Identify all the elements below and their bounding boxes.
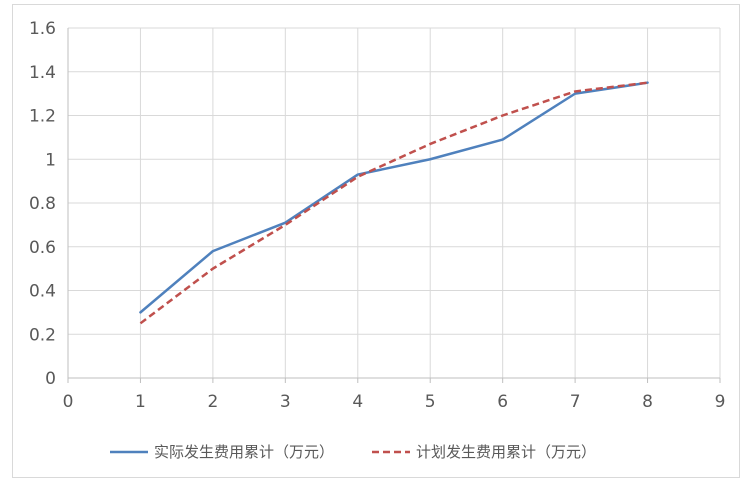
x-tick-label: 6 <box>497 392 508 412</box>
y-tick-label: 1 <box>45 150 56 170</box>
y-tick-label: 0 <box>45 369 56 389</box>
chart-frame <box>12 4 740 478</box>
legend-label-2: 计划发生费用累计（万元） <box>416 443 596 461</box>
x-tick-label: 2 <box>207 392 218 412</box>
x-tick-label: 4 <box>352 392 363 412</box>
y-tick-label: 0.2 <box>29 325 56 345</box>
legend-label-1: 实际发生费用累计（万元） <box>154 443 334 461</box>
x-tick-label: 5 <box>425 392 436 412</box>
y-tick-label: 1.6 <box>29 19 56 39</box>
y-tick-label: 0.8 <box>29 194 56 214</box>
y-tick-label: 0.6 <box>29 238 56 258</box>
x-tick-label: 0 <box>63 392 74 412</box>
x-tick-label: 1 <box>135 392 146 412</box>
grid <box>68 27 721 378</box>
x-tick-label: 7 <box>570 392 581 412</box>
series-lines <box>139 81 649 325</box>
legend: 实际发生费用累计（万元） 计划发生费用累计（万元） <box>110 443 596 461</box>
x-tick-label: 8 <box>642 392 653 412</box>
tick-labels: 0 0.2 0.4 0.6 0.8 1 1.2 1.4 1.6 0 1 2 3 4 5 6 7 8 9 <box>29 19 725 412</box>
y-tick-label: 0.4 <box>29 282 56 302</box>
x-tick-label: 3 <box>280 392 291 412</box>
y-tick-label: 1.4 <box>29 63 56 83</box>
x-tick-label: 9 <box>715 392 726 412</box>
series-line-2 <box>139 81 648 325</box>
y-tick-label: 1.2 <box>29 107 56 127</box>
series-line-1 <box>139 81 649 314</box>
axes <box>67 28 721 383</box>
